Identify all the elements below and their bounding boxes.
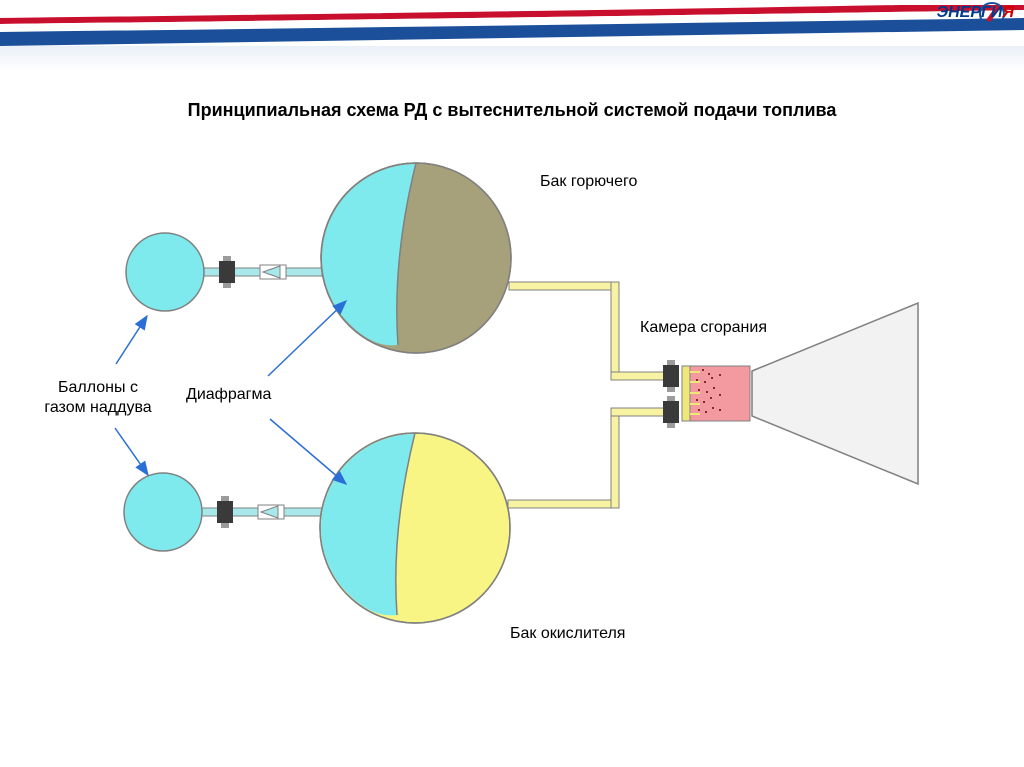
fuel-tank <box>318 163 511 353</box>
gas-tank-bottom <box>124 473 202 551</box>
combustion-chamber <box>682 366 750 421</box>
valve-oxid-chamber <box>663 396 679 428</box>
gas-tank-top <box>126 233 204 311</box>
label-chamber: Камера сгорания <box>640 318 767 338</box>
pipe-oxid-to-chamber <box>508 408 665 508</box>
oxidizer-tank <box>317 433 510 623</box>
valve-fuel-chamber <box>663 360 679 392</box>
label-fuel-tank: Бак горючего <box>540 172 637 192</box>
nozzle <box>752 303 918 484</box>
checkvalve-gas-top <box>260 265 286 279</box>
valve-gas-bottom <box>217 496 233 528</box>
label-diaphragm: Диафрагма <box>186 385 271 405</box>
label-cylinders: Баллоны с газом наддува <box>38 378 158 418</box>
valve-gas-top <box>219 256 235 288</box>
checkvalve-gas-bottom <box>258 505 284 519</box>
label-oxidizer-tank: Бак окислителя <box>510 624 625 644</box>
